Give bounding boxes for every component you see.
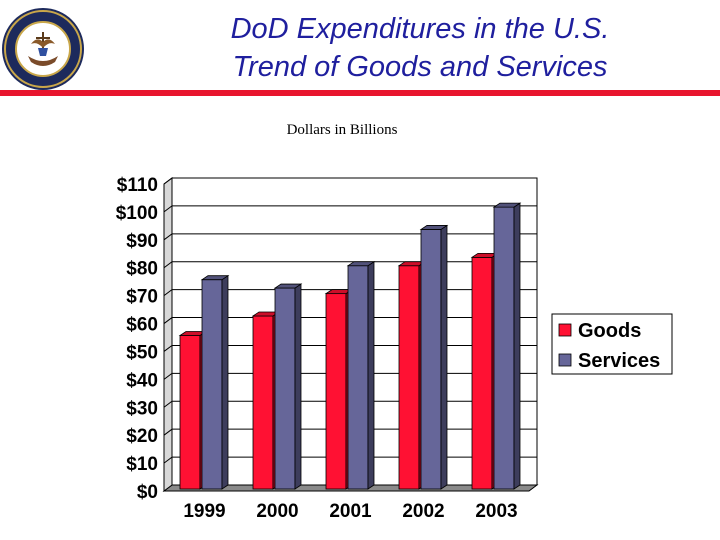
bar-top [419, 225, 449, 230]
legend-swatch-goods [558, 323, 572, 337]
bar-side [513, 202, 521, 490]
bar-services-2003 [492, 202, 522, 490]
y-tick-label: $20 [126, 426, 158, 447]
title-line-2: Trend of Goods and Services [232, 51, 608, 83]
x-tick-label: 2003 [475, 501, 517, 522]
legend: Goods Services [551, 313, 673, 375]
bar-services-2002 [419, 224, 449, 490]
legend-box [551, 313, 673, 375]
bar-top [492, 202, 522, 208]
y-tick-label: $90 [126, 231, 158, 252]
bar-top [346, 261, 376, 267]
bar-front [274, 287, 296, 490]
bar-front [471, 256, 493, 490]
bar-services-2001 [346, 260, 376, 490]
y-tick-label: $60 [126, 315, 158, 336]
y-tick-label: $100 [116, 203, 158, 224]
bar-services-2000 [273, 283, 303, 490]
legend-swatch-services [558, 353, 572, 367]
bar-side [367, 260, 375, 490]
header-rule [0, 90, 720, 96]
navy-seal-icon [0, 6, 86, 92]
gridline [163, 233, 537, 241]
bar-front [493, 206, 515, 490]
chart-title: Dollars in Billions [286, 122, 398, 138]
bar-front [325, 293, 347, 490]
y-tick-label: $50 [126, 342, 158, 363]
y-tick-label: $40 [126, 370, 158, 391]
x-tick-label: 2001 [329, 501, 372, 522]
bar-front [347, 265, 369, 490]
x-tick-label: 1999 [183, 501, 225, 522]
x-tick-label: 2000 [256, 501, 298, 522]
page-title: DoD Expenditures in the U.S. Trend of Go… [120, 10, 720, 86]
y-tick-label: $70 [126, 287, 158, 308]
gridline [163, 177, 537, 185]
bar-side [294, 283, 302, 490]
y-tick-label: $30 [126, 398, 158, 419]
bar-front [420, 229, 442, 490]
bar-side [440, 224, 448, 490]
y-tick-label: $10 [126, 454, 158, 475]
y-tick-label: $80 [126, 259, 158, 280]
bar-side [221, 274, 229, 490]
y-tick-label: $110 [117, 175, 158, 196]
y-tick-label: $0 [137, 482, 158, 503]
bar-front [201, 279, 223, 490]
bar-top [200, 275, 230, 281]
legend-label-goods: Goods [578, 320, 641, 342]
plot-side-wall [163, 177, 173, 492]
legend-label-services: Services [578, 350, 660, 372]
x-tick-label: 2002 [402, 501, 444, 522]
bar-front [179, 335, 201, 490]
bar-front [252, 315, 274, 490]
bar-services-1999 [200, 274, 230, 490]
bar-front [398, 265, 420, 490]
gridline [163, 205, 537, 213]
title-line-1: DoD Expenditures in the U.S. [230, 13, 610, 45]
bar-top [273, 283, 303, 289]
